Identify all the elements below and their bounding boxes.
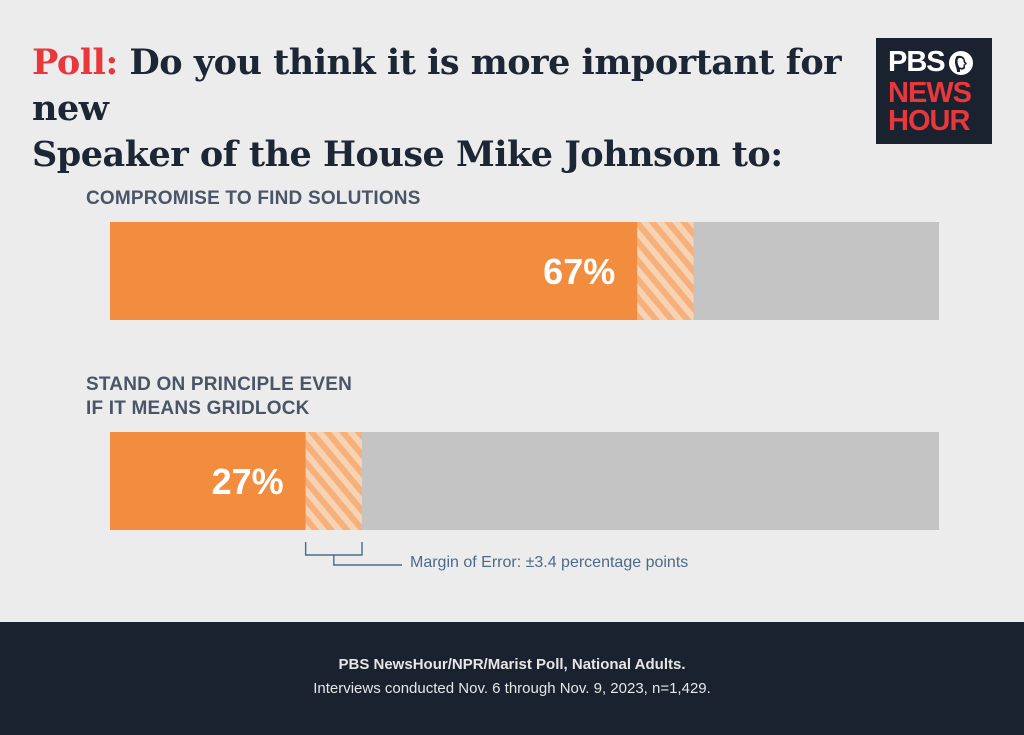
margin-of-error-band <box>637 222 694 320</box>
category-label-principle: STAND ON PRINCIPLE EVEN IF IT MEANS GRID… <box>86 373 352 421</box>
title-line-2: Speaker of the House Mike Johnson to: <box>32 134 783 175</box>
pbs-head-icon <box>948 50 973 75</box>
logo-pbs-text: PBS <box>888 46 946 78</box>
category-label-compromise: COMPROMISE TO FIND SOLUTIONS <box>86 187 421 211</box>
title-line-1: Do you think it is more important for ne… <box>32 42 842 129</box>
footer: PBS NewsHour/NPR/Marist Poll, National A… <box>0 622 1024 735</box>
title-prefix: Poll: <box>32 42 118 83</box>
pbs-newshour-logo: PBS NEWS HOUR <box>876 38 992 144</box>
value-label: 67% <box>543 251 615 292</box>
footer-source: PBS NewsHour/NPR/Marist Poll, National A… <box>338 656 686 673</box>
bar-chart: 67% 27% <box>110 222 939 566</box>
logo-news-text: NEWS <box>888 77 972 109</box>
category-label-line: COMPROMISE TO FIND SOLUTIONS <box>86 188 421 209</box>
bar <box>110 432 306 530</box>
category-label-line: IF IT MEANS GRIDLOCK <box>86 398 310 419</box>
margin-of-error-band <box>305 432 363 530</box>
margin-of-error-bracket <box>304 542 363 556</box>
chart-title: Poll: Do you think it is more important … <box>32 40 852 178</box>
footer-details: Interviews conducted Nov. 6 through Nov.… <box>313 680 711 697</box>
value-label: 27% <box>212 461 284 502</box>
margin-of-error-leader-line <box>333 555 402 566</box>
margin-of-error-label: Margin of Error: ±3.4 percentage points <box>410 554 689 571</box>
category-label-line: STAND ON PRINCIPLE EVEN <box>86 374 353 395</box>
bar <box>110 222 638 320</box>
logo-hour-text: HOUR <box>888 105 970 137</box>
